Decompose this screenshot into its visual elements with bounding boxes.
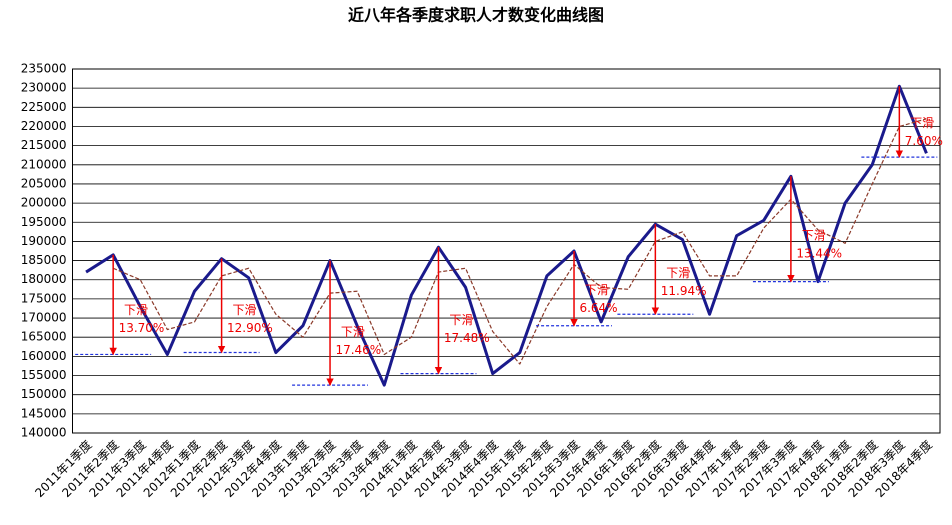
y-tick-label: 175000 bbox=[21, 291, 67, 305]
annotation-label: 12.90% bbox=[227, 321, 273, 335]
y-tick-label: 215000 bbox=[21, 138, 67, 152]
annotation-label: 17.46% bbox=[335, 343, 381, 357]
annotation-text: 下滑 bbox=[802, 228, 826, 242]
y-tick-label: 145000 bbox=[21, 406, 67, 420]
annotation-label: 13.70% bbox=[119, 321, 165, 335]
annotation-label: 7.60% bbox=[905, 134, 943, 148]
annotation-text: 下滑 bbox=[666, 266, 690, 280]
plot-border bbox=[72, 68, 941, 434]
y-tick-label: 165000 bbox=[21, 330, 67, 344]
y-tick-label: 150000 bbox=[21, 387, 67, 401]
annotation-text: 下滑 bbox=[910, 116, 934, 130]
y-tick-label: 200000 bbox=[21, 196, 67, 210]
y-tick-label: 230000 bbox=[21, 81, 67, 95]
y-tick-label: 160000 bbox=[21, 349, 67, 363]
y-tick-label: 190000 bbox=[21, 234, 67, 248]
y-tick-label: 140000 bbox=[21, 426, 67, 440]
y-tick-label: 195000 bbox=[21, 215, 67, 229]
annotation-label: 6.64% bbox=[579, 301, 617, 315]
y-tick-label: 205000 bbox=[21, 176, 67, 190]
chart-title: 近八年各季度求职人才数变化曲线图 bbox=[348, 6, 604, 25]
y-tick-label: 155000 bbox=[21, 368, 67, 382]
series-line bbox=[85, 84, 928, 387]
y-tick-label: 185000 bbox=[21, 253, 67, 267]
annotation-label: 13.44% bbox=[796, 246, 842, 260]
y-tick-label: 225000 bbox=[21, 100, 67, 114]
y-tick-label: 210000 bbox=[21, 157, 67, 171]
annotation-label: 11.94% bbox=[661, 284, 707, 298]
annotation-text: 下滑 bbox=[449, 313, 473, 327]
annotation-text: 下滑 bbox=[585, 283, 609, 297]
y-tick-label: 180000 bbox=[21, 272, 67, 286]
annotation-label: 17.48% bbox=[444, 331, 490, 345]
y-tick-label: 170000 bbox=[21, 311, 67, 325]
annotation-text: 下滑 bbox=[124, 303, 148, 317]
annotation-text: 下滑 bbox=[232, 303, 256, 317]
y-tick-label: 235000 bbox=[21, 62, 67, 76]
annotation-text: 下滑 bbox=[341, 325, 365, 339]
y-tick-label: 220000 bbox=[21, 119, 67, 133]
